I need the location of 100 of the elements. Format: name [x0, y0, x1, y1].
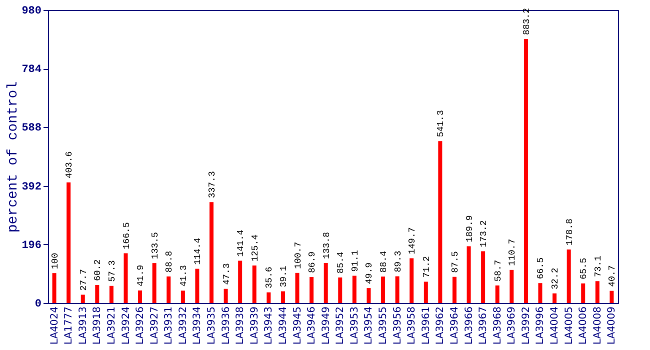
x-tick-label: LA3954 [364, 306, 375, 345]
bar [495, 285, 500, 303]
x-tick-label: LA3961 [420, 306, 432, 345]
x-tick-label: LA3935 [206, 306, 218, 345]
data-label: 541.3 [436, 110, 446, 138]
bar [52, 273, 56, 303]
y-tick-label: 980 [22, 6, 42, 18]
bar [138, 290, 142, 303]
bar [266, 292, 271, 303]
x-tick-label: LA3968 [492, 306, 504, 345]
data-label: 47.3 [222, 263, 232, 285]
x-tick-label: LA3932 [178, 306, 189, 345]
data-label: 883.2 [522, 8, 532, 35]
data-label: 66.5 [536, 258, 546, 280]
y-axis-title: percent of control [6, 81, 22, 233]
bar [538, 283, 542, 303]
x-tick-label: LA3936 [220, 306, 232, 345]
bar [180, 290, 185, 303]
y-tick-label: 588 [22, 122, 42, 135]
bar [424, 282, 428, 303]
x-tick-label: LA3934 [192, 306, 204, 345]
bar [95, 285, 100, 303]
data-label: 65.5 [579, 258, 590, 280]
x-tick-label: LA1777 [64, 306, 75, 345]
x-tick-label: LA3927 [149, 306, 160, 345]
data-label: 71.2 [422, 256, 432, 278]
x-tick-label: LA4004 [550, 306, 561, 345]
data-label: 73.1 [593, 256, 604, 278]
bar [224, 288, 228, 303]
bar [210, 202, 214, 303]
x-tick-label: LA3962 [435, 306, 446, 345]
data-label: 91.1 [350, 250, 360, 272]
data-label: 173.2 [479, 220, 490, 248]
x-tick-label: LA3913 [78, 306, 89, 345]
bar [324, 262, 328, 303]
x-tick-label: LA3944 [278, 306, 289, 345]
x-tick-label: LA4008 [592, 306, 604, 345]
x-tick-label: LA4024 [49, 306, 60, 345]
x-tick-label: LA3966 [464, 306, 475, 345]
x-tick-label: LA3955 [378, 306, 390, 345]
bar [395, 276, 400, 303]
bar [166, 276, 171, 303]
data-label: 100 [50, 252, 60, 270]
bar [80, 294, 85, 303]
x-tick-label: LA3953 [349, 306, 360, 345]
data-label: 27.7 [78, 269, 89, 291]
bar [352, 276, 356, 303]
x-tick-label: LA3946 [306, 306, 318, 345]
data-label: 178.8 [564, 218, 575, 246]
data-label: 166.5 [122, 222, 132, 250]
bar [595, 281, 600, 303]
data-label: 85.4 [336, 252, 346, 274]
bar [252, 266, 256, 303]
bar [552, 293, 557, 303]
x-tick-label: LA4009 [606, 306, 618, 345]
data-label: 41.9 [136, 264, 146, 286]
x-tick-label: LA3952 [335, 306, 346, 345]
data-label: 403.6 [64, 151, 75, 178]
x-tick-label: LA4005 [564, 306, 575, 345]
x-tick-label: LA3958 [406, 306, 418, 345]
x-tick-label: LA3967 [478, 306, 490, 345]
y-tick-label: 784 [22, 64, 42, 76]
y-tick-label: 196 [22, 240, 42, 252]
data-label: 86.9 [308, 251, 318, 274]
data-label: 39.1 [278, 266, 289, 288]
data-label: 49.9 [364, 262, 375, 284]
data-label: 125.4 [250, 234, 260, 262]
data-label: 87.5 [450, 251, 460, 273]
bar [366, 288, 371, 303]
bar [438, 141, 442, 303]
bar [510, 270, 514, 303]
bar [610, 290, 614, 303]
x-tick-label: LA4006 [578, 306, 590, 345]
bar [452, 276, 456, 303]
x-tick-label: LA3943 [264, 306, 275, 345]
x-tick-label: LA3938 [235, 306, 246, 345]
x-tick-label: LA3969 [506, 306, 518, 345]
data-label: 88.4 [379, 250, 390, 273]
data-label: 40.7 [608, 265, 618, 287]
bar [124, 253, 128, 303]
data-label: 89.3 [393, 250, 404, 272]
bar [566, 250, 571, 303]
data-label: 141.4 [236, 230, 246, 257]
x-tick-label: LA3956 [392, 306, 404, 345]
bar [295, 272, 300, 303]
data-label: 88.8 [164, 250, 175, 272]
x-tick-label: LA3964 [449, 306, 460, 345]
bar [109, 286, 114, 303]
x-tick-label: LA3931 [164, 306, 175, 345]
data-label: 35.6 [264, 266, 275, 288]
bar [338, 277, 342, 303]
x-tick-label: LA3926 [135, 306, 146, 345]
x-tick-label: LA3918 [92, 306, 104, 345]
y-tick-label: 0 [34, 298, 42, 310]
bar [466, 246, 471, 303]
data-label: 41.3 [178, 265, 189, 287]
data-label: 149.7 [408, 227, 418, 254]
bar [381, 276, 386, 303]
data-label: 114.4 [193, 238, 204, 265]
x-tick-label: LA3992 [520, 306, 532, 345]
